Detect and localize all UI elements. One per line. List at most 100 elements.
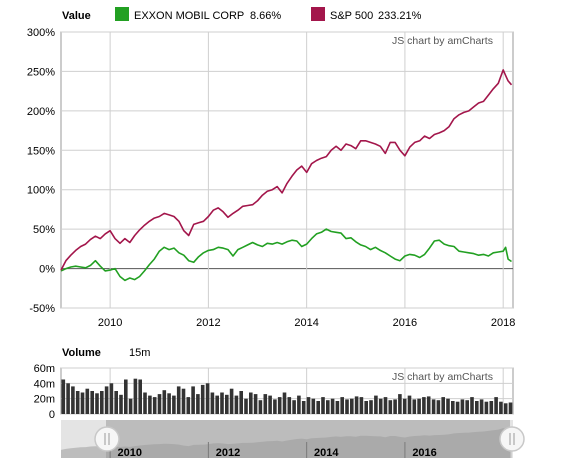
volume-bar[interactable] [297,395,301,414]
volume-bar[interactable] [494,397,498,414]
volume-bar[interactable] [138,379,142,415]
series-line-sp500[interactable] [60,69,513,271]
series-line-exxon[interactable] [60,228,512,282]
volume-bar[interactable] [446,398,450,414]
volume-bar[interactable] [148,395,152,414]
volume-bar[interactable] [152,397,157,414]
volume-bar[interactable] [71,386,75,414]
volume-bar[interactable] [172,395,176,414]
volume-bar[interactable] [205,383,210,414]
navigator-selection[interactable] [106,420,510,458]
navigator-right-handle[interactable] [499,426,525,452]
volume-bar[interactable] [244,398,248,414]
volume-bar[interactable] [374,395,378,414]
volume-bar[interactable] [383,397,388,414]
volume-bar[interactable] [354,396,359,414]
volume-bar[interactable] [479,399,484,414]
volume-bar[interactable] [157,394,162,414]
volume-bar[interactable] [460,399,465,414]
volume-bar[interactable] [316,401,320,414]
volume-bar[interactable] [330,398,335,414]
volume-bar[interactable] [128,398,133,414]
volume-bar[interactable] [220,392,224,415]
volume-bar[interactable] [292,400,296,414]
volume-bar[interactable] [369,400,373,414]
volume-bar[interactable] [311,398,316,414]
volume-bar[interactable] [167,393,171,414]
volume-bar[interactable] [215,395,219,414]
volume-bar[interactable] [249,392,253,415]
volume-bar[interactable] [503,403,508,414]
volume-bar[interactable] [359,397,364,414]
period-navigator[interactable]: 2010 2012 2014 2016 [61,420,525,459]
volume-bar[interactable] [133,378,138,414]
legend-item-sp500[interactable]: S&P 500 233.21% [311,7,422,22]
volume-bar[interactable] [181,388,186,414]
grip-icon[interactable] [94,426,120,452]
legend-item-exxon[interactable]: EXXON MOBIL CORP 8.66% [115,7,281,22]
volume-bar[interactable] [301,401,306,414]
volume-credit[interactable]: JS chart by amCharts [392,371,493,383]
volume-bar[interactable] [85,388,90,414]
volume-bar[interactable] [124,379,128,415]
volume-bar[interactable] [412,399,417,414]
volume-bar[interactable] [119,394,123,414]
volume-bar[interactable] [489,401,494,414]
volume-bar[interactable] [225,394,229,414]
volume-bar[interactable] [273,399,277,414]
volume-bar[interactable] [287,397,292,414]
volume-bar[interactable] [475,401,479,414]
grip-icon[interactable] [499,426,525,452]
volume-bar[interactable] [80,392,85,415]
volume-bar[interactable] [253,394,258,414]
volume-bar[interactable] [455,401,460,414]
volume-bar[interactable] [282,392,287,415]
volume-bar[interactable] [451,401,455,414]
volume-bar[interactable] [196,394,200,414]
volume-bar[interactable] [306,397,311,414]
volume-bar[interactable] [210,392,215,415]
volume-bar[interactable] [143,392,147,415]
chart-credit[interactable]: JS chart by amCharts [392,35,493,47]
volume-bar[interactable] [388,400,393,414]
volume-bar[interactable] [345,399,349,414]
volume-bar[interactable] [499,401,503,414]
volume-bar[interactable] [268,395,272,414]
volume-bar[interactable] [393,399,397,414]
volume-bar[interactable] [263,394,268,414]
volume-bar[interactable] [95,393,99,414]
volume-bar[interactable] [321,397,325,414]
volume-bar[interactable] [426,396,431,414]
volume-bar[interactable] [176,386,181,414]
volume-bar[interactable] [104,386,109,414]
volume-bar[interactable] [191,386,195,414]
volume-bar[interactable] [350,398,354,414]
volume-bar[interactable] [378,398,383,414]
volume-bar[interactable] [61,379,66,415]
volume-bar[interactable] [422,397,426,414]
volume-bar[interactable] [484,401,489,414]
volume-bar[interactable] [100,391,104,414]
volume-bar[interactable] [162,390,167,414]
volume-bar[interactable] [234,395,239,414]
volume-bar[interactable] [407,395,412,414]
volume-bar[interactable] [364,401,368,414]
volume-bar[interactable] [75,391,80,414]
volume-bar[interactable] [340,397,344,414]
volume-bar[interactable] [335,401,340,414]
volume-bar[interactable] [200,384,205,414]
volume-bar[interactable] [239,391,243,414]
volume-bar[interactable] [465,400,469,414]
volume-bar[interactable] [441,397,445,414]
volume-bar[interactable] [470,397,474,414]
volume-bar[interactable] [398,394,402,414]
volume-bar[interactable] [229,388,234,414]
volume-bar[interactable] [431,399,436,414]
volume-bar[interactable] [277,397,282,414]
volume-bar[interactable] [186,397,191,414]
volume-bar[interactable] [436,400,441,414]
volume-bar[interactable] [90,391,94,414]
volume-bar[interactable] [66,383,70,414]
volume-bar[interactable] [326,400,330,414]
volume-bar[interactable] [402,398,407,414]
